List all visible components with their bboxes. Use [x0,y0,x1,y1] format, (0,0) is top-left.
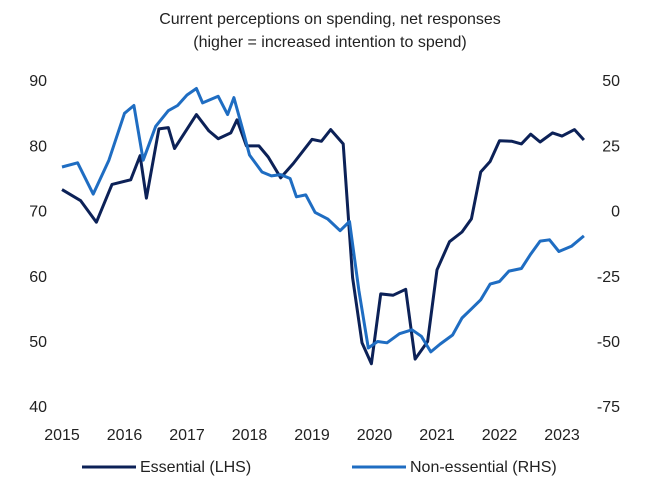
x-tick-label: 2023 [544,427,580,444]
legend-label: Non-essential (RHS) [410,459,557,476]
legend-label: Essential (LHS) [140,459,251,476]
chart-subtitle: (higher = increased intention to spend) [193,34,467,51]
x-tick-label: 2016 [107,427,143,444]
y2-tick-label: -75 [597,399,620,416]
y2-tick-label: 50 [602,73,620,90]
y2-tick-label: 0 [611,204,620,221]
x-tick-label: 2021 [419,427,455,444]
series-line [61,113,586,366]
y-tick-label: 80 [29,138,47,155]
x-tick-label: 2015 [44,427,80,444]
y-tick-label: 90 [29,73,47,90]
x-tick-label: 2017 [169,427,205,444]
x-tick-label: 2022 [482,427,518,444]
y2-tick-label: 25 [602,138,620,155]
x-tick-label: 2020 [357,427,393,444]
y2-tick-label: -25 [597,269,620,286]
x-tick-label: 2019 [294,427,330,444]
y-tick-label: 50 [29,334,47,351]
x-tick-label: 2018 [232,427,268,444]
series-line [61,87,585,354]
y2-tick-label: -50 [597,334,620,351]
chart-title: Current perceptions on spending, net res… [159,11,501,28]
y-tick-label: 40 [29,399,47,416]
y-tick-label: 60 [29,269,47,286]
y-tick-label: 70 [29,204,47,221]
